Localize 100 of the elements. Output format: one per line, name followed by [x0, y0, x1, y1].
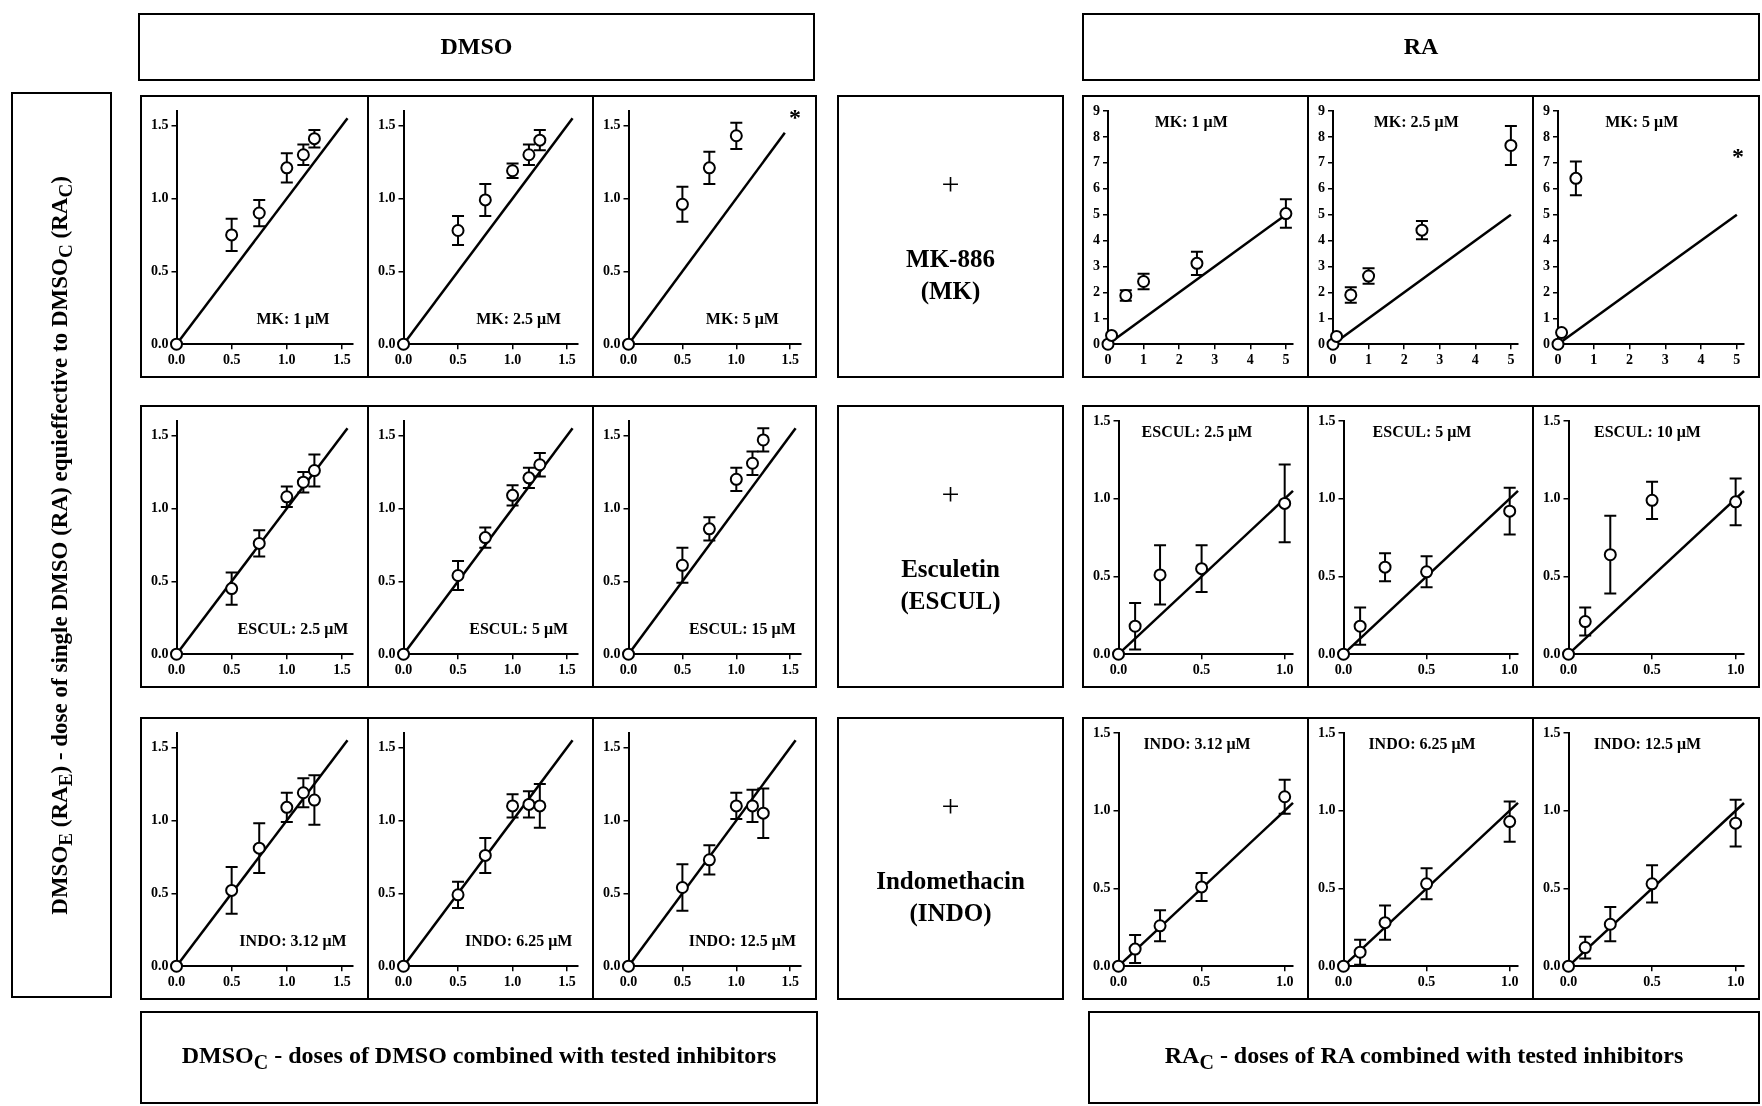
annotation: MK: 1 μM [1154, 113, 1228, 132]
text: Indomethacin (INDO) [875, 865, 1026, 929]
y-tick-label: 5 [1543, 206, 1550, 222]
point [506, 799, 520, 813]
x-tick-label: 1.0 [1500, 662, 1519, 678]
x-tick-label: 1.0 [278, 974, 296, 990]
y-tick-label: 1.5 [603, 117, 621, 133]
point [506, 488, 520, 502]
annotation: MK: 5 μM [705, 310, 779, 329]
y-tick-label: 0.0 [603, 957, 621, 973]
point [451, 888, 465, 902]
x-tick-label: 1.5 [781, 662, 799, 678]
point [756, 806, 770, 820]
x-tick-label: 1 [1365, 352, 1373, 368]
annotation: MK: 1 μM [256, 310, 330, 329]
x-tick-label: 1 [1140, 352, 1148, 368]
annotation: ESCUL: 15 μM [688, 620, 796, 639]
x-tick-label: 1.5 [333, 352, 351, 368]
y-tick-label: 6 [1543, 180, 1550, 196]
y-tick-label: 6 [1318, 180, 1325, 196]
y-tick-label: 1.5 [151, 427, 169, 443]
point [729, 472, 743, 486]
x-tick-label: 0.0 [619, 352, 638, 368]
x-tick-label: 0.5 [1643, 974, 1661, 990]
y-tick-label: 1.5 [1318, 724, 1336, 740]
point [170, 647, 183, 661]
x-tick-label: 0.5 [1192, 662, 1211, 678]
point [1578, 941, 1592, 955]
x-tick-label: 0.0 [619, 974, 638, 990]
x-tick-label: 1.0 [503, 352, 522, 368]
point [252, 841, 266, 855]
x-tick-label: 1 [1590, 352, 1598, 368]
y-tick-label: 1.0 [151, 190, 169, 206]
point [307, 793, 321, 807]
y-tick-label: 2 [1543, 283, 1550, 299]
point [1105, 328, 1119, 342]
y-tick-label: 1.0 [603, 190, 621, 206]
point [1645, 493, 1659, 507]
point [729, 129, 743, 143]
x-tick-label: 4 [1697, 352, 1705, 368]
point [1569, 171, 1583, 185]
point [522, 471, 536, 485]
y-tick-label: 8 [1318, 128, 1325, 144]
point [1603, 917, 1617, 931]
y-tick-label: 1 [1318, 309, 1325, 325]
y-tick-label: 0.5 [1318, 880, 1336, 896]
x-tick-label: 1.0 [1726, 974, 1745, 990]
point [1195, 562, 1209, 576]
point [702, 161, 716, 175]
point [622, 959, 635, 973]
x-tick-label: 0.5 [449, 974, 467, 990]
x-tick-label: 0.0 [619, 662, 638, 678]
y-tick-label: 1.0 [603, 500, 621, 516]
point [1153, 919, 1167, 933]
annotation: ESCUL: 5 μM [1372, 423, 1472, 442]
y-tick-label: 0.5 [151, 884, 169, 900]
point [1278, 496, 1292, 510]
y-tick-label: 1 [1543, 309, 1550, 325]
y-tick-label: 0.0 [1318, 645, 1336, 661]
point [1378, 916, 1392, 930]
x-tick-label: 0.0 [167, 662, 186, 678]
text: DMSO [440, 32, 513, 62]
x-tick-label: 0.0 [394, 662, 413, 678]
y-tick-label: 9 [1093, 102, 1100, 118]
point [225, 228, 239, 242]
point [1112, 959, 1125, 973]
x-tick-label: 1.0 [1500, 974, 1519, 990]
x-tick-label: 5 [1282, 352, 1290, 368]
point [1353, 619, 1367, 633]
x-tick-label: 0.5 [673, 974, 692, 990]
y-tick-label: 1.5 [603, 739, 621, 755]
y-tick-label: 3 [1543, 258, 1550, 274]
annotation: ESCUL: 2.5 μM [237, 620, 349, 639]
point [1504, 138, 1518, 152]
y-tick-label: 2 [1318, 283, 1325, 299]
point [1503, 815, 1517, 829]
y-tick-label: 9 [1318, 102, 1325, 118]
x-tick-label: 0.5 [1643, 662, 1661, 678]
y-tick-label: 4 [1543, 232, 1550, 248]
text: RA [1403, 32, 1439, 62]
y-tick-label: 4 [1318, 232, 1325, 248]
y-tick-label: 0.5 [1543, 880, 1561, 896]
annotation: INDO: 12.5 μM [1593, 735, 1702, 754]
y-tick-label: 1.5 [151, 117, 169, 133]
x-tick-label: 0.0 [1559, 662, 1578, 678]
point [1420, 565, 1434, 579]
y-tick-label: 1.5 [378, 117, 396, 133]
annotation: * [789, 104, 801, 131]
point [397, 337, 410, 351]
y-tick-label: 0.5 [603, 572, 621, 588]
point [675, 197, 689, 211]
y-tick-label: 7 [1093, 154, 1100, 170]
point [745, 456, 759, 470]
x-tick-label: 3 [1436, 352, 1444, 368]
point [1420, 877, 1434, 891]
x-tick-label: 1.5 [781, 352, 799, 368]
x-tick-label: 0.5 [222, 662, 241, 678]
point [280, 490, 294, 504]
y-tick-label: 1.5 [1543, 724, 1561, 740]
y-tick-label: 0.0 [151, 957, 169, 973]
